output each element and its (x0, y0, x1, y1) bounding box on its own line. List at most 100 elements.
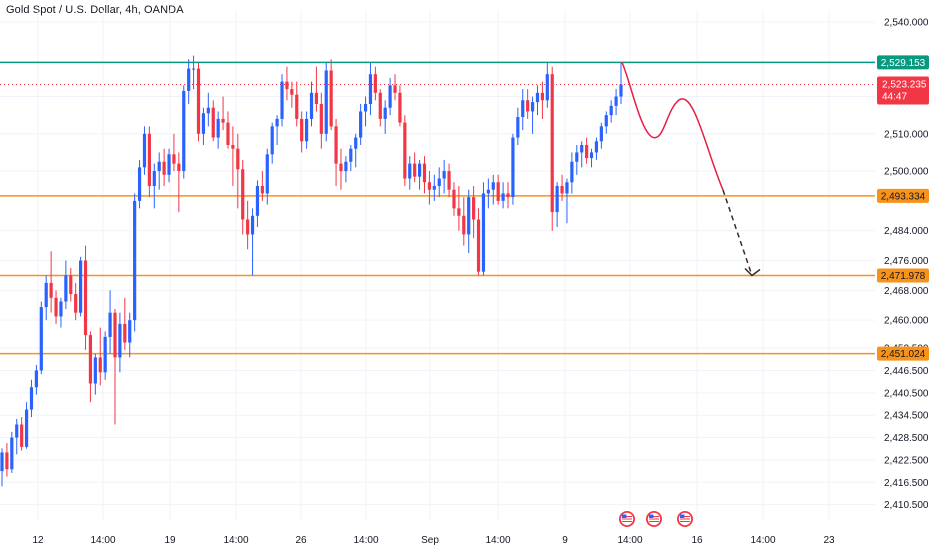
price-tick-label: 2,440.500 (884, 388, 929, 399)
candle-body (570, 161, 574, 183)
candle-body (511, 137, 515, 198)
candle-body (10, 437, 14, 470)
us-flag-icon[interactable] (619, 511, 635, 527)
projection-curve[interactable] (621, 62, 724, 191)
candle-body (0, 452, 4, 472)
flag-canton (622, 514, 627, 518)
candle-body (398, 92, 402, 123)
candle-body (246, 219, 250, 235)
candle-body (565, 182, 569, 194)
time-tick-label: Sep (421, 535, 439, 546)
candle-body (133, 200, 137, 321)
time-tick-label: 14:00 (90, 535, 115, 546)
candle-body (172, 154, 176, 164)
candle-body (462, 215, 466, 235)
time-tick-label: 14:00 (485, 535, 510, 546)
candle-body (319, 103, 323, 134)
candle-body (535, 92, 540, 103)
candle-body (521, 100, 525, 118)
candle-body (300, 118, 304, 142)
candle-body (108, 312, 112, 337)
us-flag-icon[interactable] (677, 511, 693, 527)
grid (0, 10, 875, 520)
chart-title: Gold Spot / U.S. Dollar, 4h, OANDA (6, 4, 184, 16)
candle-body (408, 163, 412, 179)
candle-body (472, 197, 476, 220)
price-tags: 2,529.153 2,493.334 2,471.978 2,451.024 2,52… (877, 55, 929, 361)
us-flag-icon[interactable] (646, 511, 662, 527)
candle-body (64, 275, 68, 302)
candle-body (516, 117, 520, 138)
candle-body (260, 185, 264, 194)
candle-body (589, 152, 594, 159)
time-tick-label: 23 (823, 535, 835, 546)
price-tag-support-3 (877, 346, 929, 361)
price-tick-label: 2,434.500 (884, 411, 929, 422)
price-tag-label: 2,529.153 (881, 58, 926, 69)
price-tick-label: 2,476.000 (884, 256, 929, 267)
candle-body (162, 161, 166, 175)
candle-body (501, 193, 505, 201)
candle-body (604, 115, 608, 127)
price-tag-support-1 (877, 188, 929, 203)
candle-body (236, 148, 240, 170)
price-tick-label: 2,540.000 (884, 18, 929, 29)
candle-body (147, 133, 151, 186)
candle-body (83, 260, 88, 336)
candle-body (49, 282, 53, 298)
horizontal-levels[interactable] (0, 61, 875, 355)
candle-body (413, 163, 417, 177)
projection-dashed-leg[interactable] (722, 189, 753, 276)
candle-body (34, 370, 38, 388)
candle-body (79, 260, 83, 313)
time-tick-label: 14:00 (353, 535, 378, 546)
price-tick-label: 2,428.500 (884, 433, 929, 444)
candle-body (432, 185, 436, 190)
candle-body (540, 92, 544, 101)
candle-body (314, 92, 319, 104)
candle-body (491, 182, 495, 190)
candle-body (609, 105, 613, 116)
countdown-label: 44:47 (882, 91, 907, 102)
price-tick-label: 2,422.500 (884, 455, 929, 466)
candle-body (69, 275, 73, 295)
candle-body (354, 137, 358, 149)
candle-body (545, 74, 549, 101)
candle-body (98, 357, 102, 373)
candle-body (270, 126, 274, 155)
candle-body (54, 297, 58, 317)
candle-body (24, 409, 29, 447)
price-tick-label: 2,416.500 (884, 478, 929, 489)
time-axis[interactable]: 12 14:00 19 14:00 26 14:00 Sep 14:00 9 14:00 16 14:… (32, 535, 835, 546)
candle-body (349, 148, 353, 162)
candle-body (157, 161, 161, 172)
candle-body (167, 154, 171, 175)
candle-body (560, 185, 564, 194)
price-tick-label: 2,468.000 (884, 286, 929, 297)
economic-events[interactable] (619, 511, 693, 527)
candle-body (309, 92, 314, 119)
candle-body (177, 163, 181, 172)
time-tick-label: 12 (32, 535, 44, 546)
candle-body (550, 74, 554, 213)
projection-path[interactable] (621, 62, 761, 277)
candle-body (128, 320, 132, 343)
time-tick-label: 26 (295, 535, 307, 546)
candle-body (280, 81, 284, 119)
candle-body (619, 84, 623, 97)
candle-body (530, 102, 535, 112)
price-tag-resistance (877, 55, 929, 70)
price-tick-label: 2,500.000 (884, 167, 929, 178)
candle-body (359, 111, 363, 138)
candle-body (452, 189, 456, 209)
candle-body (211, 107, 215, 138)
candle-body (142, 133, 147, 168)
price-tag-label: 2,451.024 (881, 349, 926, 360)
candle-body (422, 163, 427, 183)
time-tick-label: 14:00 (223, 535, 248, 546)
candle-body (103, 336, 107, 373)
candle-body (231, 144, 235, 149)
candle-body (221, 118, 225, 123)
candle-body (29, 387, 34, 410)
